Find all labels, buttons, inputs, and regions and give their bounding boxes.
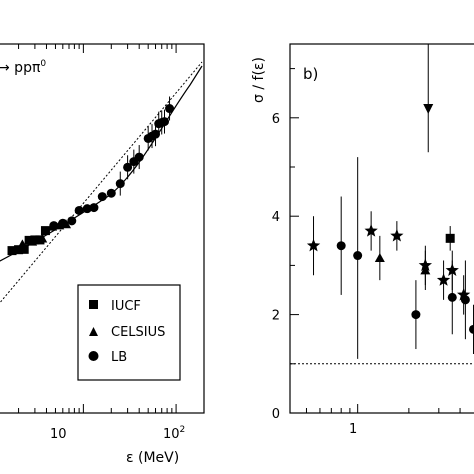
panel-a: → ppπ0 IUCF CELSIUS LB 10 102 ε (MeV) [0, 43, 205, 466]
data-point [24, 235, 34, 245]
data-point [420, 265, 431, 275]
data-point [364, 224, 378, 237]
data-point [447, 292, 457, 302]
data-point [374, 253, 385, 263]
panel-a-frame [0, 43, 205, 414]
panel-b-y-ticks: 0 2 4 6 [272, 68, 299, 422]
data-point [151, 129, 161, 139]
data-point [19, 244, 29, 254]
legend-label-lb: LB [111, 350, 127, 365]
data-point [457, 287, 471, 301]
data-point [306, 238, 321, 252]
data-point [353, 251, 363, 261]
data-point [160, 117, 170, 127]
legend-marker-lb [88, 351, 99, 361]
fit-curve [0, 65, 203, 262]
data-point [27, 236, 38, 246]
data-point [14, 245, 24, 255]
data-point [82, 204, 92, 214]
y-tick-label: 6 [272, 112, 280, 127]
x-tick-label: 1 [349, 422, 357, 437]
panel-b-plot-area [289, 44, 474, 413]
legend-marker-celsius [89, 327, 98, 336]
data-point [123, 162, 133, 172]
data-point [89, 203, 99, 213]
data-point [49, 221, 59, 231]
data-point [115, 179, 125, 189]
panel-a-x-ticks: 10 102 [50, 425, 185, 442]
legend-label-celsius: CELSIUS [111, 325, 165, 340]
data-point [460, 295, 470, 305]
x-tick-label: 102 [163, 425, 185, 442]
data-point [423, 103, 434, 114]
data-point [436, 273, 451, 286]
panel-b-label: b) [303, 65, 318, 83]
y-tick-label: 0 [272, 407, 280, 422]
y-tick-label: 4 [272, 210, 280, 225]
data-point [106, 188, 116, 198]
data-point [469, 324, 474, 334]
panel-a-plot-area [0, 44, 205, 413]
y-tick-label: 2 [272, 309, 280, 324]
legend-label-iucf: IUCF [111, 299, 141, 314]
x-tick-label: 10 [50, 427, 67, 442]
legend: IUCF CELSIUS LB [77, 284, 181, 381]
data-point [7, 246, 17, 256]
panel-a-title: → ppπ0 [0, 59, 46, 76]
data-point [74, 205, 84, 215]
panel-b-frame [289, 43, 474, 414]
panel-a-x-axis-label: ε (MeV) [126, 450, 179, 466]
data-point [390, 228, 404, 242]
data-point [134, 152, 144, 162]
data-point [40, 226, 50, 236]
data-point [336, 241, 346, 251]
data-point [17, 239, 28, 249]
data-point [165, 104, 175, 114]
data-point [58, 218, 68, 228]
dashed-asymptote [0, 61, 203, 304]
panel-b: b) 0 2 4 6 1 σ / f(ε) [251, 43, 474, 437]
panel-b-y-axis-label: σ / f(ε) [251, 57, 267, 103]
legend-marker-iucf [89, 300, 98, 309]
data-point [97, 192, 107, 202]
data-point [37, 233, 48, 243]
data-point [411, 310, 421, 320]
data-point [445, 233, 455, 243]
data-point [30, 235, 40, 245]
data-point [67, 216, 77, 226]
